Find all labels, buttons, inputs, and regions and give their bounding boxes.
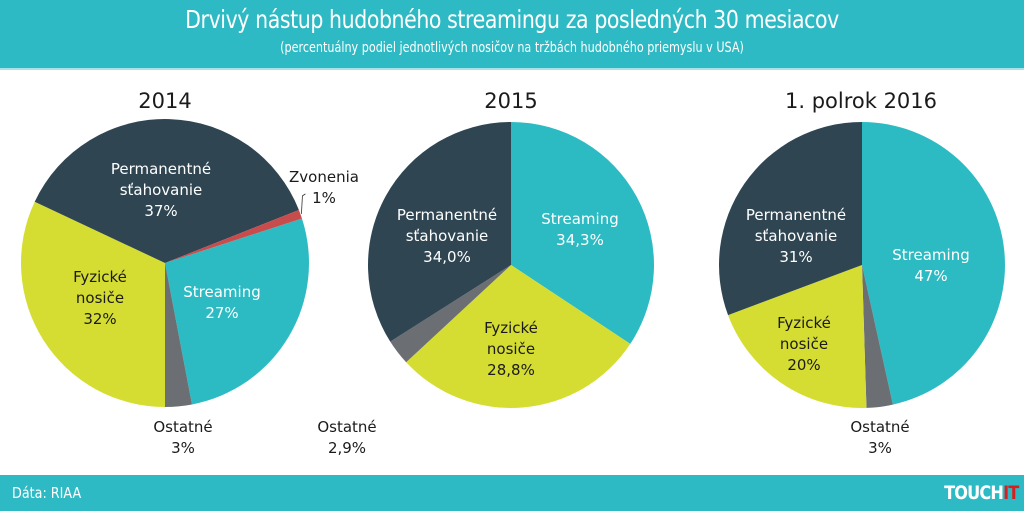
slice-value: 32% <box>83 310 116 328</box>
slice-value: 27% <box>205 304 238 322</box>
slice-value: 3% <box>171 439 195 457</box>
slice-name: sťahovanie <box>406 227 489 245</box>
slice-name: Fyzické <box>73 268 127 286</box>
slice-value: 31% <box>779 248 812 266</box>
slice-label-fyzicke: Fyzické nosiče 32% <box>73 268 127 328</box>
slice-name: Streaming <box>183 283 260 301</box>
pie-title: 2015 <box>484 89 537 113</box>
pie-chart-2014: 2014 Streaming 27% Ostatné 3% Fyzické nosiče 3… <box>20 89 359 457</box>
page-title: Drvivý nástup hudobného streamingu za po… <box>185 5 839 34</box>
pie-slice-fyzicke <box>406 265 631 408</box>
footer-banner: Dáta: RIAA TOUCHIT <box>0 475 1024 511</box>
slice-name: Zvonenia <box>289 168 359 186</box>
pie-slice-streaming <box>862 122 1005 405</box>
slice-value: 37% <box>144 202 177 220</box>
pie-slice-streaming <box>511 122 654 344</box>
leader-line <box>301 193 306 214</box>
slice-label-ostatne: Ostatné 3% <box>153 418 212 457</box>
pie-slice-ostatne <box>862 265 893 408</box>
slice-name: nosiče <box>487 340 535 358</box>
slice-name: Ostatné <box>850 418 909 436</box>
slice-name: sťahovanie <box>755 227 838 245</box>
pie-slice-ostatne <box>165 263 192 407</box>
slice-label-streaming: Streaming 27% <box>183 283 260 322</box>
slice-name: nosiče <box>76 289 124 307</box>
slice-name: Ostatné <box>153 418 212 436</box>
slice-label-fyzicke: Fyzické nosiče 28,8% <box>484 319 538 379</box>
slice-label-ostatne: Ostatné 2,9% <box>317 418 376 457</box>
slice-name: Fyzické <box>777 314 831 332</box>
slice-label-streaming: Streaming 47% <box>892 246 969 285</box>
slice-name: Permanentné <box>111 160 211 178</box>
slice-label-fyzicke: Fyzické nosiče 20% <box>777 314 831 374</box>
slice-name: Ostatné <box>317 418 376 436</box>
pie-slice-fyzicke <box>20 201 166 407</box>
pie-slice-permanentne <box>34 118 299 263</box>
slice-label-streaming: Streaming 34,3% <box>541 210 618 249</box>
slice-value: 3% <box>868 439 892 457</box>
logo-accent: IT <box>1002 482 1019 504</box>
pie-slice-streaming <box>165 218 310 405</box>
slice-name: nosiče <box>780 335 828 353</box>
pie-slice-permanentne <box>367 122 511 342</box>
slice-label-ostatne: Ostatné 3% <box>850 418 909 457</box>
pie-title: 1. polrok 2016 <box>785 89 937 113</box>
slice-label-permanentne: Permanentné sťahovanie 31% <box>746 206 846 266</box>
slice-value: 47% <box>914 267 947 285</box>
slice-label-permanentne: Permanentné sťahovanie 37% <box>111 160 211 220</box>
slice-name: Permanentné <box>746 206 846 224</box>
pie-slice-permanentne <box>719 122 862 316</box>
header-banner: Drvivý nástup hudobného streamingu za po… <box>0 0 1024 70</box>
slice-name: Streaming <box>541 210 618 228</box>
slice-name: Permanentné <box>397 206 497 224</box>
slice-value: 28,8% <box>487 361 535 379</box>
pie-slice-ostatne <box>390 265 511 363</box>
pie-title: 2014 <box>138 89 191 113</box>
data-source: Dáta: RIAA <box>12 484 82 502</box>
slice-value: 20% <box>787 356 820 374</box>
slice-label-zvonenia: Zvonenia 1% <box>289 168 359 207</box>
pie-slice-fyzicke <box>728 265 867 408</box>
pie-chart-2015: 2015 Streaming 34,3% Fyzické nosiče 28,8% Ost… <box>317 89 654 457</box>
slice-label-permanentne: Permanentné sťahovanie 34,0% <box>397 206 497 266</box>
slice-value: 34,3% <box>556 231 604 249</box>
slice-value: 34,0% <box>423 248 471 266</box>
slice-name: Streaming <box>892 246 969 264</box>
pie-chart-2016-h1: 1. polrok 2016 Streaming 47% Ostatné 3% Fyzi… <box>719 89 1005 457</box>
slice-value: 2,9% <box>328 439 366 457</box>
logo-main: TOUCH <box>943 482 1004 504</box>
pie-slice-zvonenia <box>165 209 302 263</box>
pie-charts: 2014 Streaming 27% Ostatné 3% Fyzické nosiče 3… <box>20 89 1005 457</box>
slice-name: Fyzické <box>484 319 538 337</box>
slice-name: sťahovanie <box>120 181 203 199</box>
slice-value: 1% <box>312 189 336 207</box>
page-subtitle: (percentuálny podiel jednotlivých nosičo… <box>280 40 744 56</box>
brand-logo: TOUCHIT <box>943 482 1019 504</box>
